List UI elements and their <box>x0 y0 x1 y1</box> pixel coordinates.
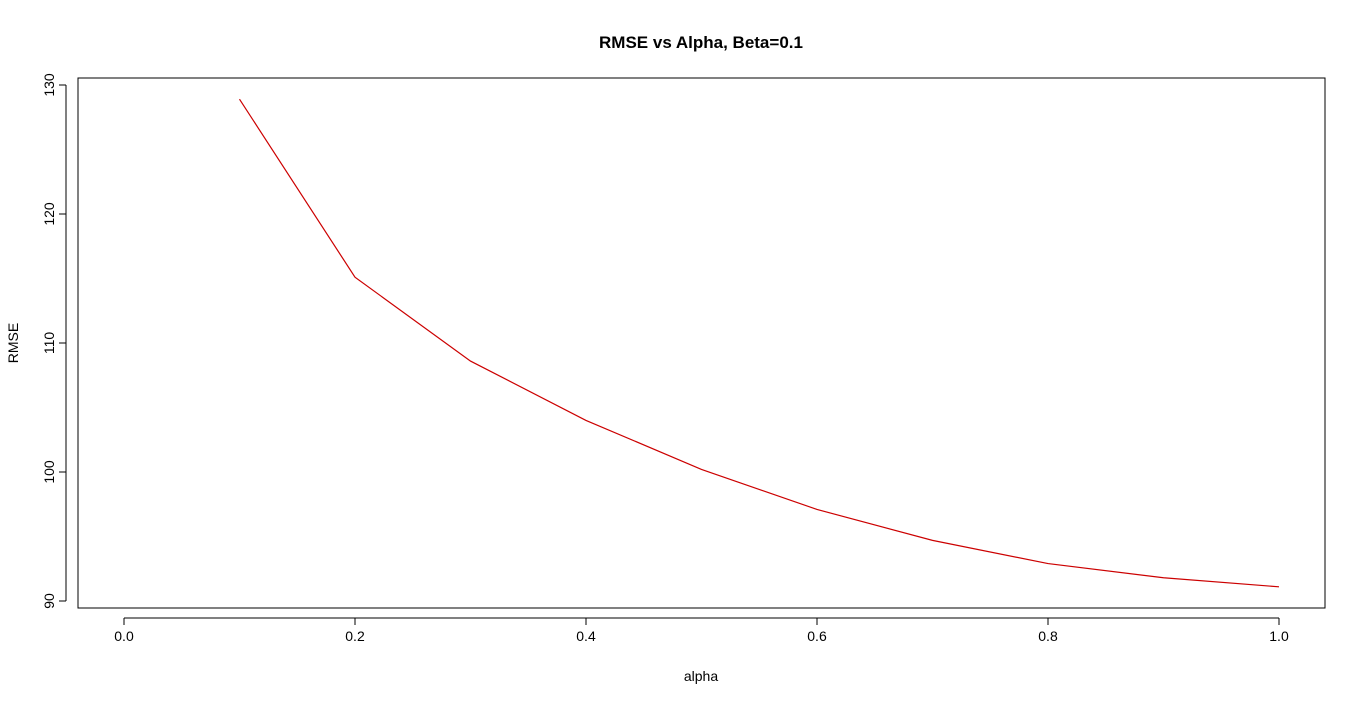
y-tick-label: 120 <box>41 202 57 226</box>
chart-title: RMSE vs Alpha, Beta=0.1 <box>599 33 803 52</box>
x-tick-label: 0.8 <box>1038 628 1058 644</box>
x-tick-label: 1.0 <box>1269 628 1289 644</box>
x-tick-label: 0.6 <box>807 628 827 644</box>
y-axis-label: RMSE <box>5 323 21 363</box>
x-tick-label: 0.2 <box>345 628 365 644</box>
x-tick-label: 0.0 <box>114 628 134 644</box>
series-layer <box>238 98 1280 588</box>
x-tick-label: 0.4 <box>576 628 596 644</box>
y-tick-label: 130 <box>41 73 57 97</box>
y-axis: 90 100 110 120 130 <box>41 73 67 609</box>
y-tick-label: 110 <box>41 332 57 355</box>
y-tick-label: 100 <box>41 460 57 484</box>
plot-area <box>77 77 1326 609</box>
x-axis: 0.0 0.2 0.4 0.6 0.8 1.0 <box>114 617 1289 644</box>
y-tick-label: 90 <box>41 593 57 609</box>
x-axis-label: alpha <box>684 668 718 684</box>
series-line <box>238 98 1280 588</box>
